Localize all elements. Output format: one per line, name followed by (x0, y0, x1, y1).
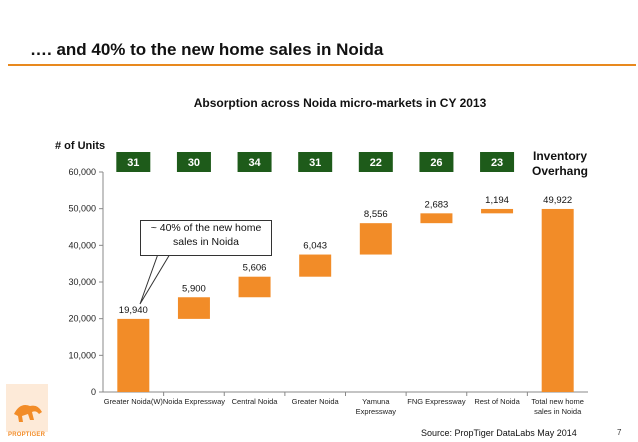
x-tick-label-line: Central Noida (232, 397, 279, 406)
y-tick-label: 50,000 (68, 204, 96, 214)
overhang-badge-value: 23 (491, 157, 503, 169)
bar (420, 213, 453, 224)
overhang-badge-value: 34 (248, 157, 261, 169)
x-tick-label: Rest of Noida (474, 397, 520, 406)
y-tick-label: 30,000 (68, 277, 96, 287)
x-tick-label-line: Expressway (356, 407, 397, 416)
bar (238, 276, 271, 298)
bar-value-label: 5,900 (182, 283, 206, 294)
slide-title: …. and 40% to the new home sales in Noid… (30, 40, 384, 59)
overhang-title: Inventory Overhang (532, 149, 588, 178)
y-tick-label: 10,000 (68, 350, 96, 360)
overhang-badge (419, 152, 454, 172)
overhang-badge (237, 152, 272, 172)
bar-value-label: 49,922 (543, 195, 572, 206)
x-tick-label-line: FNG Expressway (407, 397, 466, 406)
bar-value-label: 19,940 (119, 305, 148, 316)
x-tick-label: Noida Expressway (163, 397, 225, 406)
x-tick-label: Yamuna Expressway (356, 397, 397, 416)
x-tick-label-line: Greater Noida (292, 397, 340, 406)
y-axis-label: # of Units (55, 140, 105, 152)
overhang-badge (298, 152, 333, 172)
y-tick-label: 40,000 (68, 240, 96, 250)
callout-annotation: ~ 40% of the new home sales in Noida (140, 220, 272, 256)
y-tick-label: 20,000 (68, 314, 96, 324)
x-tick-label: Greater Noida (292, 397, 340, 406)
overhang-badge (480, 152, 515, 172)
title-rule (8, 64, 636, 66)
bar (177, 297, 210, 319)
overhang-badge (116, 152, 151, 172)
y-tick-label: 60,000 (68, 167, 96, 177)
proptiger-logo (6, 384, 48, 432)
x-tick-label: Central Noida (232, 397, 279, 406)
x-tick-label-line: sales in Noida (534, 407, 582, 416)
x-tick-label: Total new home sales in Noida (531, 397, 584, 416)
callout-pointer (139, 253, 171, 305)
overhang-badge (176, 152, 211, 172)
x-tick-label: FNG Expressway (407, 397, 466, 406)
bar (541, 208, 574, 392)
x-tick-label-line: Greater Noida(W) (104, 397, 164, 406)
overhang-badge-value: 31 (127, 157, 139, 169)
overhang-badge-value: 30 (188, 157, 200, 169)
bar-value-label: 1,194 (485, 195, 509, 206)
overhang-badge (358, 152, 393, 172)
source-note: Source: PropTiger DataLabs May 2014 (421, 428, 577, 438)
overhang-badge-value: 31 (309, 157, 321, 169)
chart-title: Absorption across Noida micro-markets in… (194, 96, 487, 110)
x-tick-label-line: Rest of Noida (474, 397, 520, 406)
logo-wordmark: PROPTIGER (8, 432, 46, 438)
y-tick-label: 0 (91, 387, 96, 397)
bar-value-label: 2,683 (425, 199, 449, 210)
bar-value-label: 5,606 (243, 263, 267, 274)
bar (481, 208, 514, 214)
bar-value-label: 8,556 (364, 209, 388, 220)
bar (117, 318, 150, 392)
overhang-title-line: Overhang (532, 164, 588, 178)
x-tick-label: Greater Noida(W) (104, 397, 164, 406)
x-tick-label-line: Yamuna (362, 397, 390, 406)
bar (299, 254, 332, 277)
overhang-badge-value: 22 (370, 157, 382, 169)
bar (359, 223, 392, 255)
page-number: 7 (617, 428, 622, 437)
x-tick-label-line: Total new home (531, 397, 584, 406)
bar-value-label: 6,043 (303, 241, 327, 252)
overhang-title-line: Inventory (533, 149, 587, 163)
x-tick-label-line: Noida Expressway (163, 397, 225, 406)
overhang-badge-value: 26 (430, 157, 442, 169)
